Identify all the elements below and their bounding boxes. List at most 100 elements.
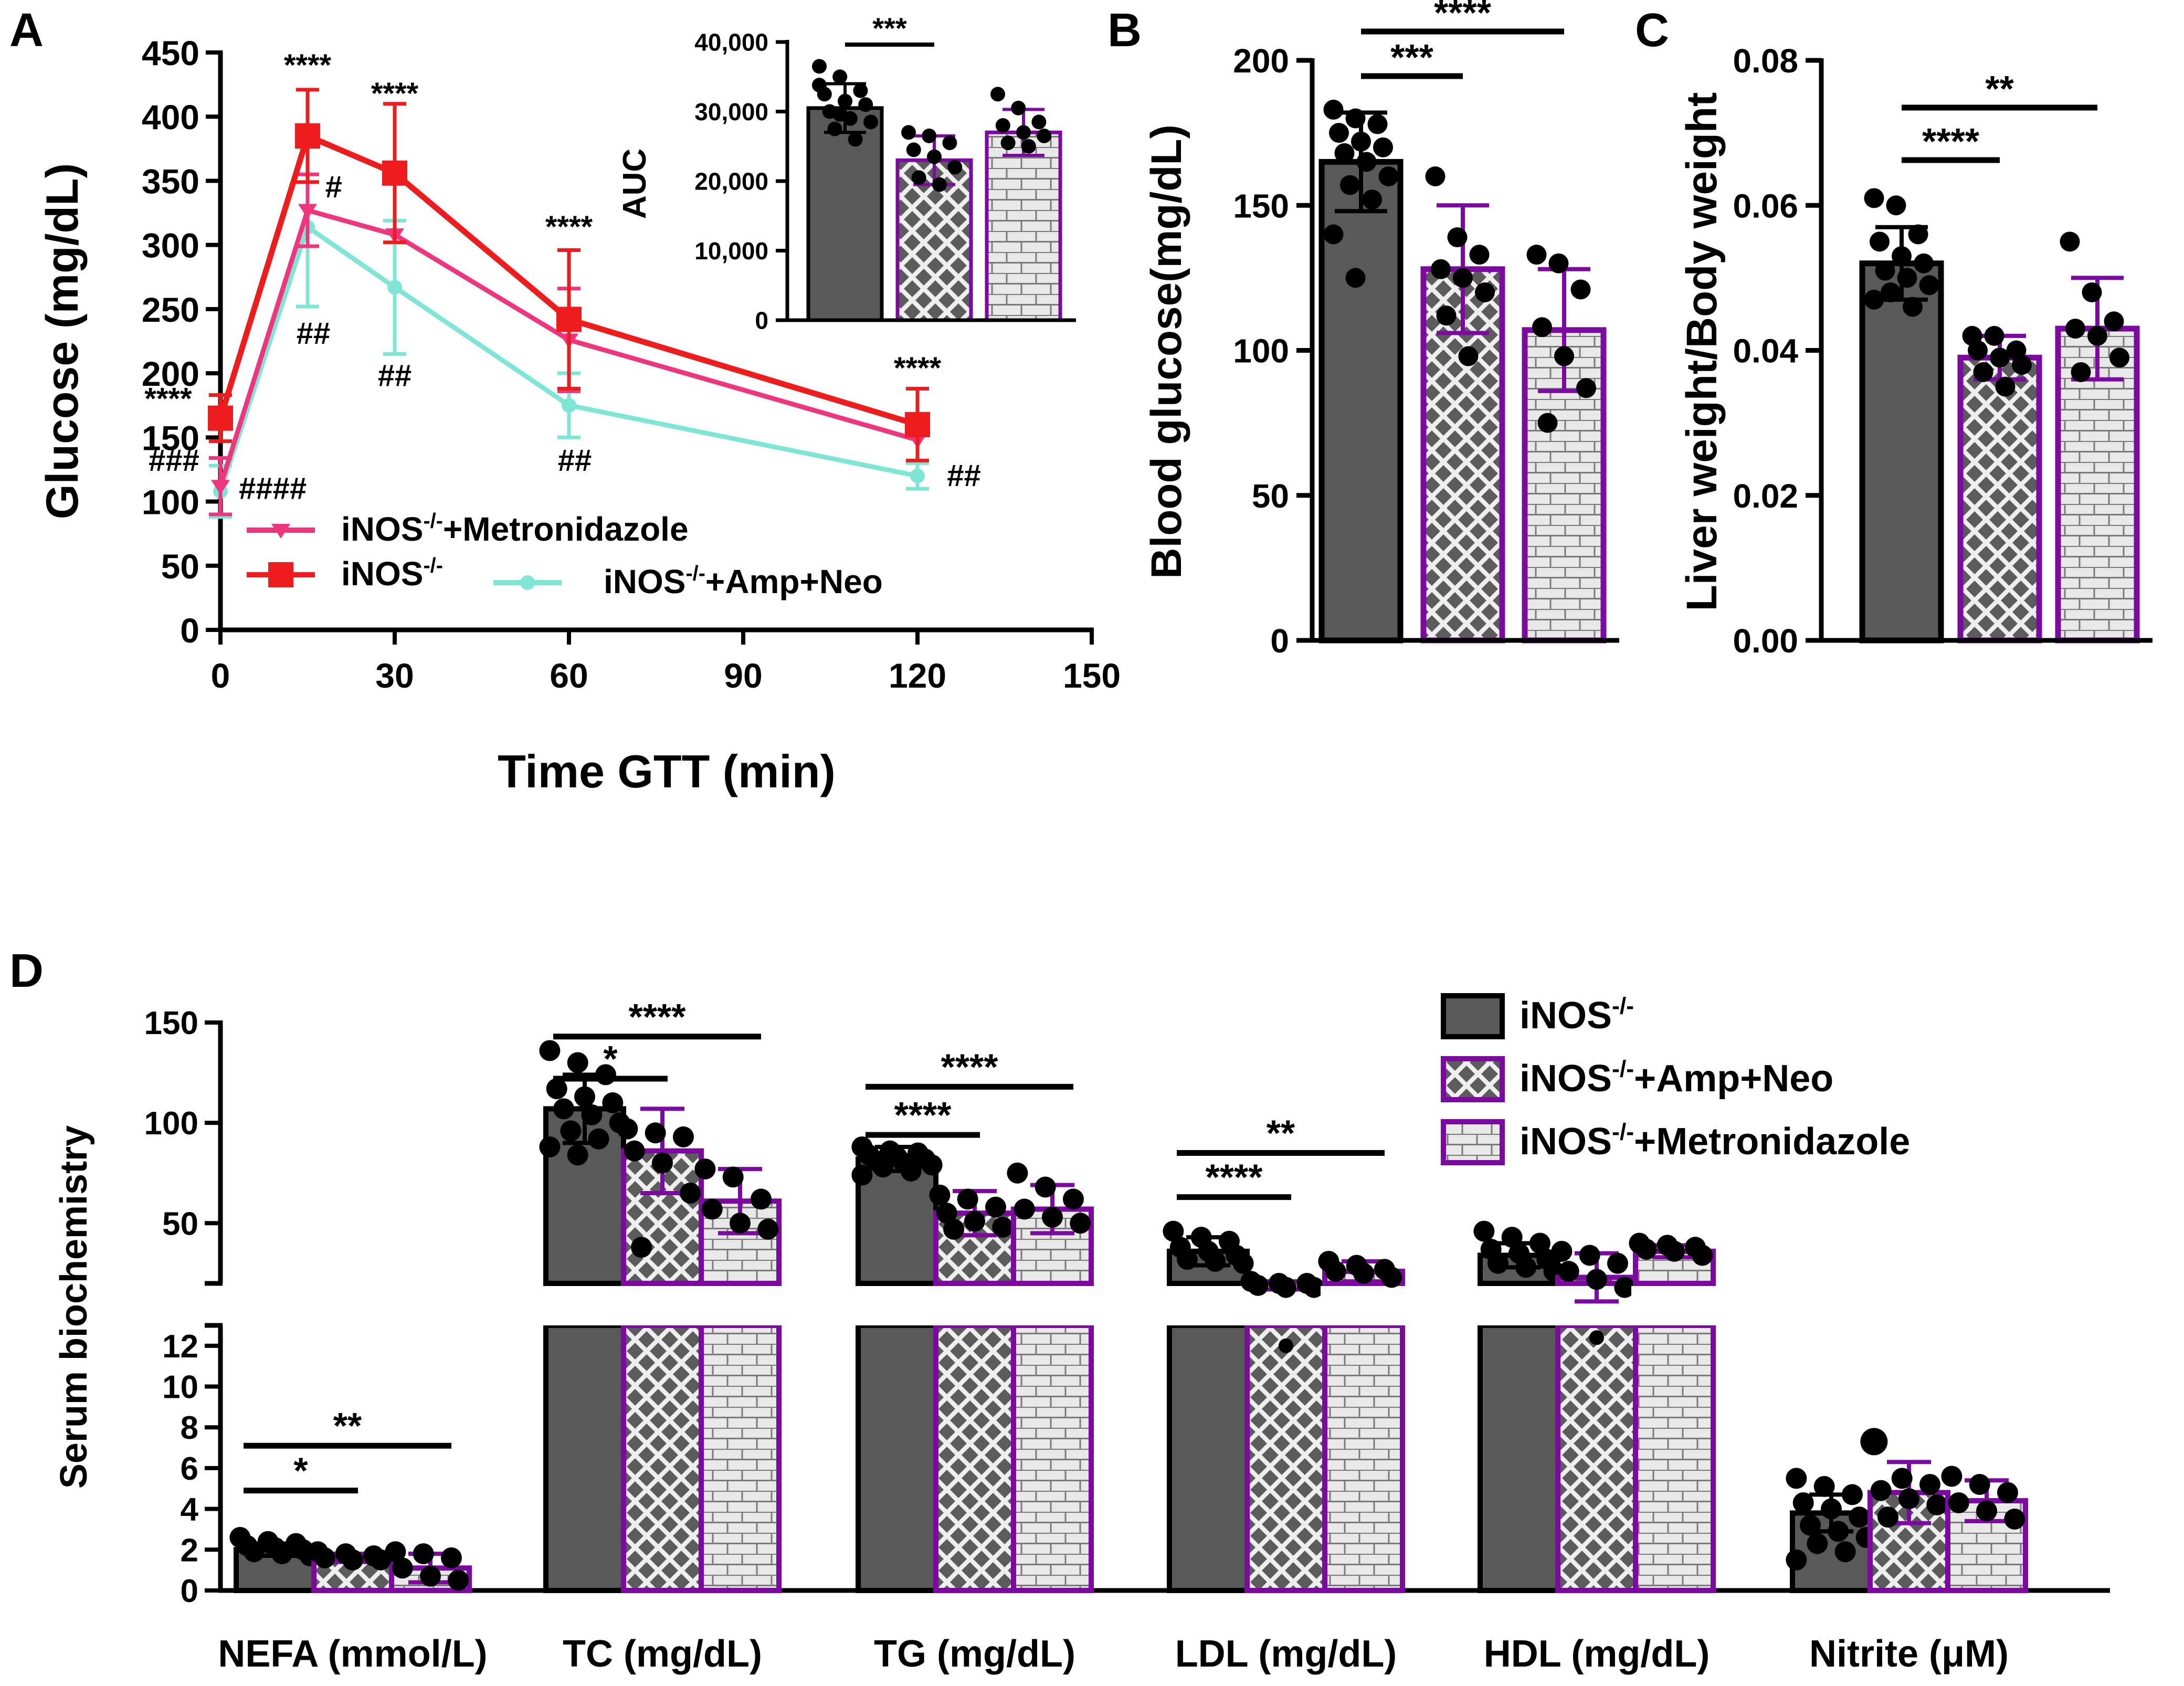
y-axis-label: Serum biochemistry — [53, 1125, 95, 1489]
data-point — [1334, 143, 1355, 163]
data-point — [1607, 1252, 1628, 1274]
data-point — [244, 1541, 265, 1563]
axis-break-gap — [619, 1286, 705, 1325]
annotation: # — [325, 170, 342, 204]
annotation: **** — [144, 382, 192, 416]
data-point — [539, 1040, 561, 1061]
y-tick-label: 100 — [142, 483, 199, 522]
data-point — [750, 1188, 772, 1210]
annotation: **** — [371, 77, 419, 111]
axis-break-gap — [697, 1286, 783, 1325]
data-point — [1501, 1227, 1523, 1248]
data-point — [574, 1086, 595, 1108]
data-point — [812, 59, 827, 74]
legend-label: iNOS-/- — [1520, 994, 1634, 1037]
data-point — [1532, 317, 1552, 338]
y-tick-label: 30,000 — [694, 98, 768, 125]
data-point — [1548, 253, 1569, 273]
data-point — [617, 1118, 638, 1140]
legend-swatch — [1441, 1056, 1505, 1102]
data-point — [927, 149, 942, 164]
annotation: **** — [894, 351, 942, 385]
data-point — [757, 1218, 779, 1240]
axis-break-gap — [932, 1286, 1018, 1325]
significance-label: **** — [941, 1046, 999, 1087]
data-point — [1381, 1267, 1402, 1288]
y-tick-label: 10 — [162, 1369, 198, 1406]
category-label: TG (mg/dL) — [874, 1633, 1075, 1675]
data-point — [342, 1549, 363, 1571]
data-point — [1903, 297, 1923, 317]
data-point — [900, 1160, 922, 1182]
data-point — [990, 87, 1005, 102]
y-tick-label: 200 — [142, 354, 199, 393]
y-tick-label: 0 — [1270, 622, 1289, 660]
data-point — [2087, 325, 2107, 346]
y-tick-label: 0 — [181, 1573, 198, 1609]
panel-label: A — [9, 4, 44, 57]
significance-label: **** — [629, 996, 687, 1037]
significance-label: ** — [1267, 1113, 1295, 1154]
data-point — [672, 1126, 694, 1147]
legend-label: iNOS-/-+Metronidazole — [1520, 1120, 1910, 1163]
marker-circle — [562, 398, 576, 413]
data-point — [1864, 188, 1884, 208]
panel-d: D 50 100 150 0 2 4 6 8 10 12 Serum biochemistry NEFA… — [9, 945, 2110, 1675]
data-point — [1279, 1338, 1293, 1353]
data-point — [1007, 1162, 1028, 1184]
data-point — [921, 1154, 943, 1176]
y-tick-label: 40,000 — [694, 29, 768, 56]
data-point — [1886, 195, 1906, 216]
bar-lower — [699, 1323, 782, 1593]
data-point — [1526, 245, 1547, 265]
data-point — [1487, 1252, 1509, 1274]
axis-break-gap — [854, 1286, 940, 1325]
data-point — [1458, 346, 1479, 366]
legend-label: iNOS-/- — [341, 554, 443, 593]
data-point — [1892, 246, 1912, 266]
data-point — [1800, 1514, 1821, 1536]
data-point — [624, 1140, 645, 1162]
data-point — [694, 1158, 716, 1180]
data-point — [1356, 152, 1377, 172]
data-point — [1232, 1252, 1254, 1274]
bar-lower — [1478, 1323, 1560, 1593]
data-point — [1436, 305, 1457, 326]
data-point — [581, 1104, 603, 1125]
data-point — [858, 97, 873, 112]
data-point — [1664, 1240, 1685, 1262]
data-point — [413, 1543, 434, 1565]
data-point — [929, 1184, 951, 1206]
data-point — [701, 1198, 723, 1220]
data-point — [1205, 1250, 1226, 1272]
bar-lower — [543, 1323, 626, 1593]
x-axis-label: Time GTT (min) — [498, 745, 836, 797]
data-point — [832, 107, 848, 122]
data-point — [832, 69, 848, 85]
data-point — [1614, 1277, 1636, 1298]
annotation: ## — [947, 459, 981, 493]
annotation: ## — [378, 359, 412, 393]
data-point — [992, 1216, 1014, 1238]
data-point — [932, 177, 947, 192]
data-point — [812, 78, 827, 93]
legend-label: iNOS-/-+Amp+Neo — [604, 562, 883, 600]
data-point — [936, 1203, 957, 1224]
data-point — [1870, 1480, 1892, 1501]
data-point — [1177, 1249, 1198, 1270]
data-point — [730, 1213, 751, 1234]
data-point — [1345, 268, 1366, 288]
data-point — [838, 93, 852, 109]
data-point — [1864, 289, 1884, 310]
x-tick-label: 60 — [550, 656, 588, 695]
y-tick-label: 6 — [181, 1451, 198, 1487]
data-point — [1558, 1261, 1579, 1282]
axis-break-gap — [1009, 1286, 1095, 1325]
bar-lower — [1011, 1323, 1094, 1593]
panel-label: C — [1635, 4, 1669, 57]
data-point — [631, 1237, 652, 1258]
bar-lower — [1322, 1323, 1405, 1593]
marker-square — [382, 160, 407, 186]
axis-break-gap — [1165, 1286, 1251, 1325]
data-point — [440, 1547, 462, 1568]
